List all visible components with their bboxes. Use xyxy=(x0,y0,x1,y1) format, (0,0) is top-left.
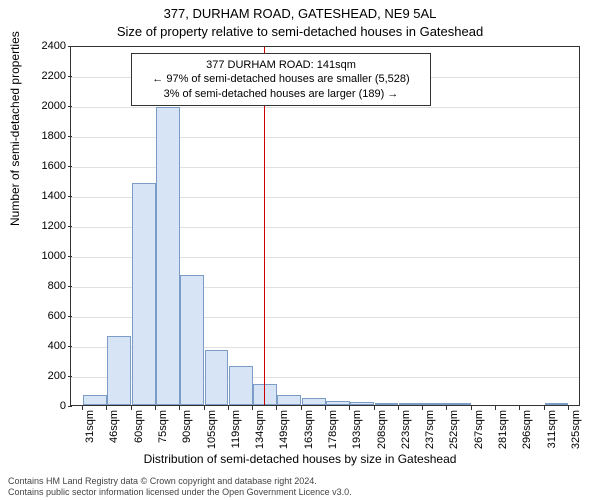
histogram-bar xyxy=(132,183,156,405)
x-tick-mark xyxy=(252,406,253,410)
footer-line2: Contains public sector information licen… xyxy=(8,487,600,498)
chart-title-address: 377, DURHAM ROAD, GATESHEAD, NE9 5AL xyxy=(0,6,600,21)
x-tick-mark xyxy=(544,406,545,410)
y-tick: 2000 xyxy=(26,100,66,112)
x-tick-mark xyxy=(131,406,132,410)
x-tick-mark xyxy=(301,406,302,410)
x-tick: 311sqm xyxy=(546,410,558,450)
x-tick-mark xyxy=(471,406,472,410)
y-tick: 1200 xyxy=(26,220,66,232)
histogram-bar xyxy=(326,401,350,406)
footer-line1: Contains HM Land Registry data © Crown c… xyxy=(8,476,600,487)
y-tick: 400 xyxy=(26,340,66,352)
x-tick-mark xyxy=(82,406,83,410)
gridline xyxy=(71,137,579,138)
histogram-bar xyxy=(447,403,471,405)
histogram-bar xyxy=(302,398,326,406)
annotation-line3: 3% of semi-detached houses are larger (1… xyxy=(140,87,422,101)
x-tick: 163sqm xyxy=(303,410,315,450)
x-tick: 60sqm xyxy=(133,410,145,450)
histogram-bar xyxy=(156,107,180,406)
x-axis-label: Distribution of semi-detached houses by … xyxy=(0,452,600,466)
histogram-bar xyxy=(180,275,204,406)
y-tick: 0 xyxy=(26,400,66,412)
x-tick: 46sqm xyxy=(108,410,120,450)
x-tick: 134sqm xyxy=(254,410,266,450)
x-tick: 75sqm xyxy=(157,410,169,450)
histogram-bar xyxy=(423,403,447,405)
y-axis-label: Number of semi-detached properties xyxy=(8,31,22,226)
histogram-bar xyxy=(350,402,374,405)
y-tick: 800 xyxy=(26,280,66,292)
footer-attribution: Contains HM Land Registry data © Crown c… xyxy=(0,476,600,498)
histogram-bar xyxy=(229,366,253,405)
x-tick: 223sqm xyxy=(400,410,412,450)
plot-area: 377 DURHAM ROAD: 141sqm ← 97% of semi-de… xyxy=(70,46,580,406)
x-tick: 31sqm xyxy=(84,410,96,450)
x-tick: 237sqm xyxy=(424,410,436,450)
y-tick: 200 xyxy=(26,370,66,382)
y-tick: 1800 xyxy=(26,130,66,142)
x-tick-mark xyxy=(398,406,399,410)
x-tick: 119sqm xyxy=(230,410,242,450)
x-tick-mark xyxy=(228,406,229,410)
x-tick: 267sqm xyxy=(473,410,485,450)
x-tick: 252sqm xyxy=(448,410,460,450)
histogram-bar xyxy=(83,395,107,406)
x-tick: 178sqm xyxy=(327,410,339,450)
x-tick-mark xyxy=(155,406,156,410)
x-tick-mark xyxy=(204,406,205,410)
chart-title-subtitle: Size of property relative to semi-detach… xyxy=(0,24,600,39)
annotation-line1: 377 DURHAM ROAD: 141sqm xyxy=(140,58,422,72)
x-tick-mark xyxy=(495,406,496,410)
histogram-bar xyxy=(545,403,569,405)
histogram-bar xyxy=(399,403,423,405)
y-tick: 2200 xyxy=(26,70,66,82)
y-tick: 1400 xyxy=(26,190,66,202)
x-tick: 296sqm xyxy=(521,410,533,450)
x-tick-mark xyxy=(325,406,326,410)
x-tick-mark xyxy=(568,406,569,410)
annotation-line2: ← 97% of semi-detached houses are smalle… xyxy=(140,72,422,86)
y-tick: 1000 xyxy=(26,250,66,262)
gridline xyxy=(71,167,579,168)
x-tick: 325sqm xyxy=(570,410,582,450)
x-tick: 208sqm xyxy=(376,410,388,450)
histogram-bar xyxy=(375,403,399,405)
x-tick: 105sqm xyxy=(206,410,218,450)
histogram-bar xyxy=(205,350,229,406)
annotation-box: 377 DURHAM ROAD: 141sqm ← 97% of semi-de… xyxy=(131,53,431,106)
histogram-bar xyxy=(277,395,301,406)
x-tick: 281sqm xyxy=(497,410,509,450)
gridline xyxy=(71,107,579,108)
x-tick-mark xyxy=(374,406,375,410)
x-tick: 193sqm xyxy=(351,410,363,450)
x-tick: 90sqm xyxy=(181,410,193,450)
y-tick: 1600 xyxy=(26,160,66,172)
y-tick: 2400 xyxy=(26,40,66,52)
histogram-bar xyxy=(107,336,131,405)
x-tick: 149sqm xyxy=(278,410,290,450)
x-tick-mark xyxy=(422,406,423,410)
y-tick: 600 xyxy=(26,310,66,322)
